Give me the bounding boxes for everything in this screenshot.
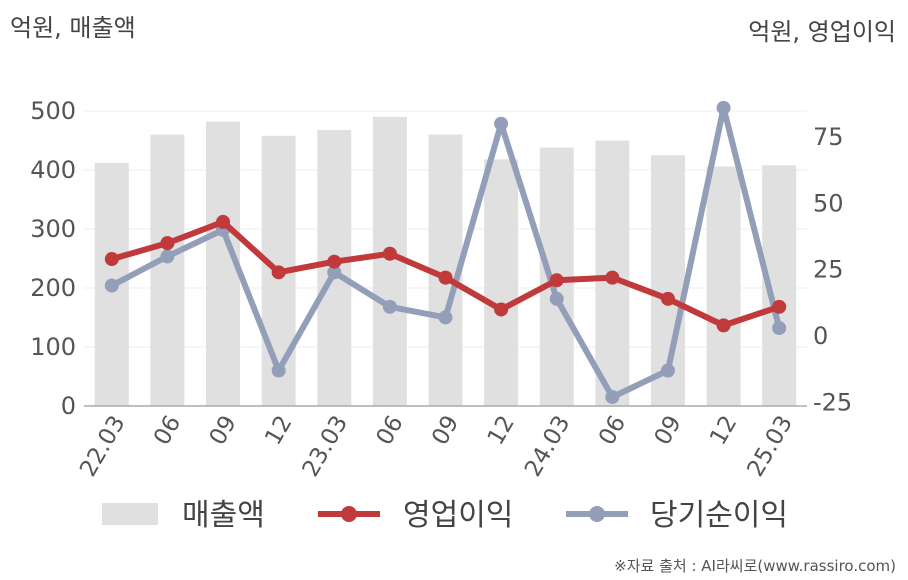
left-tick-label: 300 bbox=[30, 215, 76, 243]
data-point bbox=[104, 278, 119, 293]
data-point bbox=[494, 116, 509, 131]
legend-label: 당기순이익 bbox=[650, 498, 788, 533]
x-tick-label: 22.03 bbox=[75, 411, 130, 481]
data-point bbox=[327, 265, 342, 280]
data-point bbox=[438, 270, 453, 285]
right-tick-label: 75 bbox=[813, 123, 844, 151]
right-tick-label: 50 bbox=[813, 189, 844, 217]
data-point bbox=[382, 299, 397, 314]
data-point bbox=[271, 363, 286, 378]
x-tick-label: 06 bbox=[149, 411, 186, 449]
x-tick-label: 09 bbox=[205, 411, 242, 449]
x-tick-label: 12 bbox=[483, 411, 520, 449]
left-axis-label: 억원, 매출액 bbox=[10, 14, 136, 42]
x-tick-label: 24.03 bbox=[520, 411, 575, 481]
data-point bbox=[716, 100, 731, 115]
data-point bbox=[438, 310, 453, 325]
data-point bbox=[327, 254, 342, 269]
data-point bbox=[104, 252, 119, 267]
data-point bbox=[549, 273, 564, 288]
x-tick-label: 09 bbox=[650, 411, 687, 449]
data-point bbox=[716, 318, 731, 333]
left-tick-label: 200 bbox=[30, 274, 76, 302]
legend-label: 영업이익 bbox=[403, 498, 513, 533]
left-axis-ticks: 0 100 200 300 400 500 bbox=[30, 97, 76, 420]
bar bbox=[484, 159, 519, 406]
legend-marker bbox=[589, 506, 605, 522]
bar bbox=[706, 166, 741, 406]
data-point bbox=[660, 291, 675, 306]
right-axis-label: 억원, 영업이익 bbox=[748, 18, 896, 46]
left-tick-label: 100 bbox=[30, 333, 76, 361]
x-tick-label: 12 bbox=[705, 411, 742, 449]
left-tick-label: 0 bbox=[61, 392, 76, 420]
x-axis-ticks: 22.03 06 09 12 23.03 06 09 12 24.03 06 09 12 25.03 bbox=[75, 411, 798, 481]
data-point bbox=[382, 246, 397, 261]
data-point bbox=[605, 270, 620, 285]
right-tick-label: 0 bbox=[813, 322, 828, 350]
data-point bbox=[160, 249, 175, 264]
data-point bbox=[160, 236, 175, 251]
data-point bbox=[494, 302, 509, 317]
x-tick-label: 23.03 bbox=[298, 411, 353, 481]
bar bbox=[150, 134, 185, 406]
data-point bbox=[549, 291, 564, 306]
data-point bbox=[216, 214, 231, 229]
right-axis-ticks: -25 0 25 50 75 bbox=[813, 123, 852, 416]
legend-swatch bbox=[102, 503, 158, 525]
data-point bbox=[605, 390, 620, 405]
legend: 매출액 영업이익 당기순이익 bbox=[102, 498, 788, 533]
line-series bbox=[104, 100, 787, 405]
x-tick-label: 06 bbox=[594, 411, 631, 449]
data-point bbox=[271, 265, 286, 280]
x-tick-label: 12 bbox=[260, 411, 297, 449]
x-tick-label: 25.03 bbox=[743, 411, 798, 481]
x-tick-label: 09 bbox=[427, 411, 464, 449]
right-tick-label: 25 bbox=[813, 256, 844, 284]
data-point bbox=[772, 299, 787, 314]
x-tick-label: 06 bbox=[372, 411, 409, 449]
right-tick-label: -25 bbox=[813, 388, 852, 416]
data-point bbox=[772, 321, 787, 336]
source-note: ※자료 출처 : AI라씨로(www.rassiro.com) bbox=[614, 557, 896, 575]
left-tick-label: 400 bbox=[30, 156, 76, 184]
left-tick-label: 500 bbox=[30, 97, 76, 125]
legend-marker bbox=[341, 506, 357, 522]
legend-label: 매출액 bbox=[182, 498, 265, 533]
data-point bbox=[660, 363, 675, 378]
